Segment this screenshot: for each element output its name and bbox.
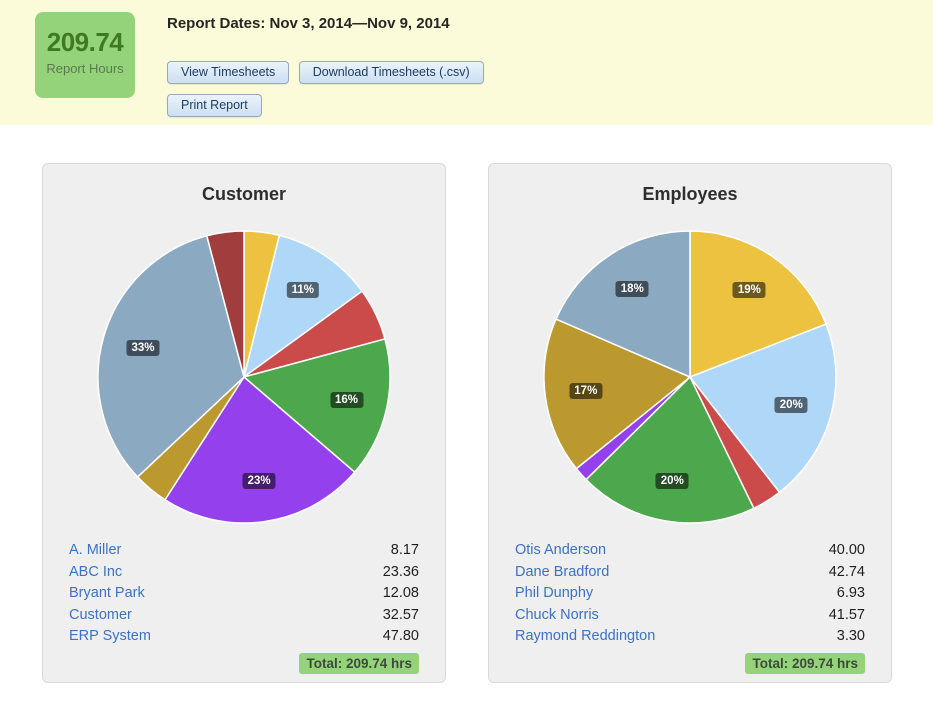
report-header-actions: Report Dates: Nov 3, 2014—Nov 9, 2014 Vi…	[167, 15, 489, 127]
legend-value: 40.00	[828, 542, 865, 558]
pie-slice-customer[interactable]	[243, 338, 391, 473]
legend-name-link[interactable]: Bryant Park	[69, 585, 145, 601]
customer-card-title: Customer	[201, 184, 286, 204]
legend-row: ERP System 47.80	[69, 626, 419, 648]
customer-pie-chart[interactable]: 11% 16% 23% 33%	[94, 227, 394, 527]
report-header-band: 209.74 Report Hours Report Dates: Nov 3,…	[0, 0, 933, 125]
view-timesheets-button[interactable]: View Timesheets	[167, 61, 290, 84]
legend-name-link[interactable]: Raymond Reddington	[515, 628, 656, 644]
customer-legend: A. Miller 8.17 ABC Inc 23.36 Bryant Park 12.0…	[69, 540, 419, 648]
legend-name-link[interactable]: Otis Anderson	[515, 542, 607, 558]
report-cards: Customer 11% 16% 23% 33% A. Miller 8.17 ABC I…	[0, 125, 933, 683]
legend-value: 41.57	[828, 606, 865, 623]
legend-value: 32.57	[382, 606, 419, 623]
pie-slice-other-6[interactable]	[97, 235, 245, 478]
report-hours-label: Report Hours	[46, 61, 124, 76]
pie-slice-other-5[interactable]	[543, 318, 691, 470]
legend-row: Dane Bradford 42.74	[515, 562, 865, 584]
employees-pie-chart[interactable]: 19% 20% 20% 17% 18%	[540, 227, 840, 527]
pie-slice-other-7[interactable]	[206, 230, 245, 378]
legend-row: Otis Anderson 40.00	[515, 540, 865, 562]
report-hours-box: 209.74 Report Hours	[35, 12, 135, 98]
report-dates: Report Dates: Nov 3, 2014—Nov 9, 2014	[167, 15, 450, 32]
legend-name-link[interactable]: ABC Inc	[69, 563, 123, 580]
pie-slice-erp-system[interactable]	[164, 376, 356, 524]
employees-total-row: Total: 209.74 hrs	[515, 652, 865, 674]
legend-value: 6.93	[836, 585, 865, 601]
legend-row: ABC Inc 23.36	[69, 562, 419, 584]
pie-slice-chuck-norris[interactable]	[585, 376, 755, 524]
legend-row: Customer 32.57	[69, 605, 419, 627]
pie-slice-otis-anderson[interactable]	[689, 230, 827, 378]
legend-name-link[interactable]: Chuck Norris	[515, 606, 599, 623]
legend-row: Phil Dunphy 6.93	[515, 583, 865, 605]
legend-name-link[interactable]: ERP System	[69, 628, 151, 644]
pie-slice-other-6[interactable]	[555, 230, 691, 378]
employees-total-badge: Total: 209.74 hrs	[745, 652, 865, 674]
legend-row: Bryant Park 12.08	[69, 583, 419, 605]
print-report-button[interactable]: Print Report	[167, 94, 262, 117]
report-hours-value: 209.74	[46, 27, 124, 57]
legend-value: 12.08	[382, 585, 419, 601]
download-timesheets-button[interactable]: Download Timesheets (.csv)	[298, 61, 484, 84]
legend-value: 3.30	[836, 628, 865, 644]
employees-card: Employees 19% 20% 20% 17% 18% Otis Anderson 4…	[488, 163, 892, 683]
legend-name-link[interactable]: Phil Dunphy	[515, 585, 594, 601]
pie-slice-dane-bradford[interactable]	[689, 323, 837, 494]
legend-name-link[interactable]: A. Miller	[69, 542, 122, 558]
customer-total-row: Total: 209.74 hrs	[69, 652, 419, 674]
legend-name-link[interactable]: Dane Bradford	[515, 563, 610, 580]
legend-value: 42.74	[828, 563, 865, 580]
legend-value: 23.36	[382, 563, 419, 580]
legend-row: Raymond Reddington 3.30	[515, 626, 865, 648]
legend-row: Chuck Norris 41.57	[515, 605, 865, 627]
legend-row: A. Miller 8.17	[69, 540, 419, 562]
legend-name-link[interactable]: Customer	[69, 606, 132, 623]
employees-legend: Otis Anderson 40.00 Dane Bradford 42.74 Phil…	[515, 540, 865, 648]
legend-value: 8.17	[390, 542, 419, 558]
pie-slice-abc-inc[interactable]	[243, 234, 363, 378]
employees-card-title: Employees	[642, 184, 738, 204]
customer-card: Customer 11% 16% 23% 33% A. Miller 8.17 ABC I…	[42, 163, 446, 683]
customer-total-badge: Total: 209.74 hrs	[299, 652, 419, 674]
legend-value: 47.80	[382, 628, 419, 644]
